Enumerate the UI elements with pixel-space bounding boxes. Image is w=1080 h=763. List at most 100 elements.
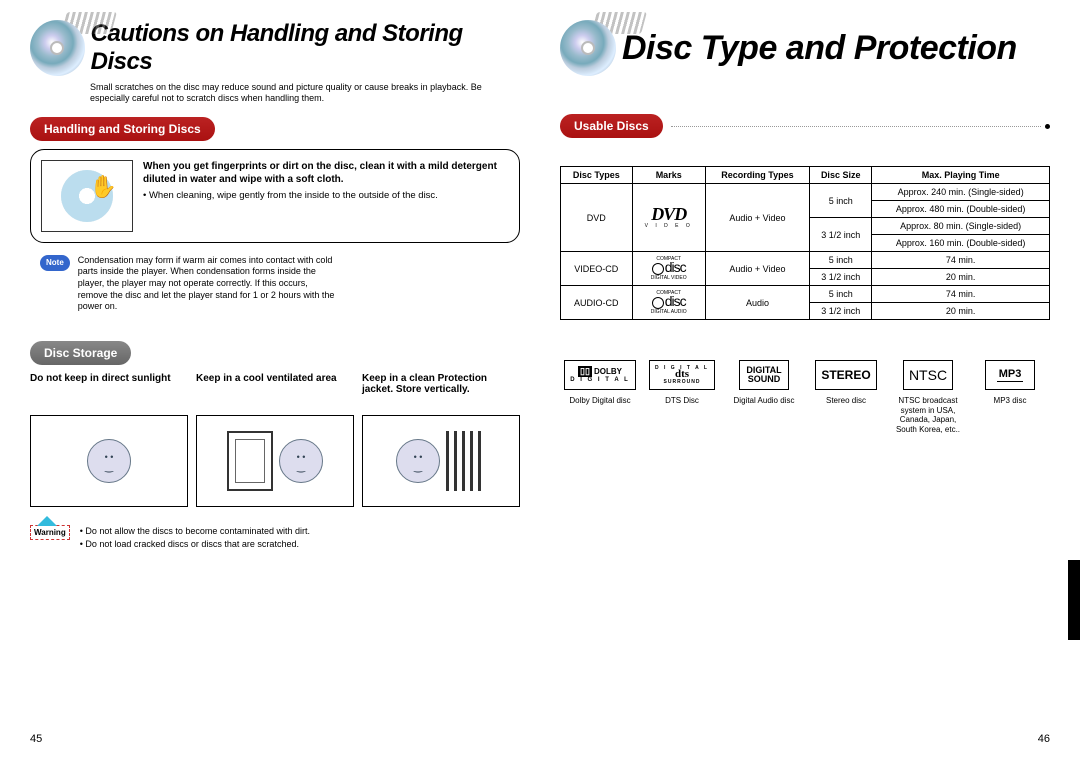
storage-fig-3 [362,415,520,507]
format-row: ▯▯DOLBYD I G I T A L Dolby Digital disc … [560,360,1050,434]
cell-size-acd-5: 5 inch [810,286,872,303]
format-ntsc: NTSC NTSC broadcast system in USA, Canad… [890,360,966,434]
format-dolby: ▯▯DOLBYD I G I T A L Dolby Digital disc [562,360,638,434]
cell-time-acd-3: 20 min. [872,303,1050,320]
warning-badge: Warning [30,525,70,540]
storage-label-2: Keep in a cool ventilated area [196,373,354,411]
note-badge: Note [40,255,70,271]
th-size: Disc Size [810,167,872,184]
format-label-ntsc: NTSC broadcast system in USA, Canada, Ja… [890,396,966,434]
format-label-digsound: Digital Audio disc [734,396,795,406]
mp3-badge: MP3 [985,360,1035,390]
ntsc-badge: NTSC [903,360,953,390]
cell-mark-acd: COMPACT disc DIGITAL AUDIO [632,286,705,320]
cell-rec-acd: Audio [705,286,809,320]
cell-mark-dvd: DVD V I D E O [632,184,705,252]
stereo-badge: STEREO [815,360,876,390]
note-text: Condensation may form if warm air comes … [78,255,338,313]
cell-rec-vcd: Audio + Video [705,252,809,286]
handling-box: When you get fingerprints or dirt on the… [30,149,520,243]
warning-item-2: • Do not load cracked discs or discs tha… [80,538,310,551]
cell-time-dvd-5b: Approx. 480 min. (Double-sided) [872,201,1050,218]
thumb-index-tab [1068,560,1080,640]
dolby-badge: ▯▯DOLBYD I G I T A L [564,360,636,390]
storage-label-1: Do not keep in direct sunlight [30,373,188,411]
warning-item-1: • Do not allow the discs to become conta… [80,525,310,538]
page-title-right: Disc Type and Protection [622,29,1017,68]
cd-logo-video: COMPACT disc DIGITAL VIDEO [651,256,687,280]
header-right: Disc Type and Protection [560,20,1050,76]
page-right: Disc Type and Protection Usable Discs Di… [540,0,1080,763]
section-handling-row: Handling and Storing Discs [30,117,520,141]
storage-cell-3: Keep in a clean Protection jacket. Store… [362,373,520,507]
warning-row: Warning • Do not allow the discs to beco… [30,525,520,550]
cell-size-vcd-3: 3 1/2 inch [810,269,872,286]
storage-grid: Do not keep in direct sunlight Keep in a… [30,373,520,507]
cell-time-acd-5: 74 min. [872,286,1050,303]
th-rec: Recording Types [705,167,809,184]
table-row: AUDIO-CD COMPACT disc DIGITAL AUDIO Audi… [561,286,1050,303]
section-storage-heading: Disc Storage [30,341,131,365]
section-usable-heading: Usable Discs [560,114,663,138]
note-row: Note Condensation may form if warm air c… [40,255,520,313]
section-storage-row: Disc Storage [30,341,520,365]
disc-icon [30,20,85,76]
cell-type-dvd: DVD [561,184,633,252]
dot-terminator [1045,124,1050,129]
cell-size-dvd-5: 5 inch [810,184,872,218]
cell-type-vcd: VIDEO-CD [561,252,633,286]
cell-time-vcd-5: 74 min. [872,252,1050,269]
format-label-dolby: Dolby Digital disc [569,396,630,406]
disc-icon-r [560,20,616,76]
digital-sound-badge: DIGITALSOUND [739,360,789,390]
dts-badge: D I G I T A LdtsSURROUND [649,360,715,390]
table-row: VIDEO-CD COMPACT disc DIGITAL VIDEO Audi… [561,252,1050,269]
dvd-logo: DVD [637,206,701,222]
cell-mark-vcd: COMPACT disc DIGITAL VIDEO [632,252,705,286]
handling-bold: When you get fingerprints or dirt on the… [143,161,497,185]
cell-rec-dvd: Audio + Video [705,184,809,252]
cleaning-illustration [41,160,133,232]
storage-fig-2 [196,415,354,507]
cell-size-acd-3: 3 1/2 inch [810,303,872,320]
cell-type-acd: AUDIO-CD [561,286,633,320]
cell-size-dvd-3: 3 1/2 inch [810,218,872,252]
cell-time-vcd-3: 20 min. [872,269,1050,286]
disc-table: Disc Types Marks Recording Types Disc Si… [560,166,1050,320]
storage-cell-2: Keep in a cool ventilated area [196,373,354,507]
handling-bullet: • When cleaning, wipe gently from the in… [143,190,509,202]
section-handling-heading: Handling and Storing Discs [30,117,215,141]
page-number-left: 45 [30,733,42,745]
warning-list: • Do not allow the discs to become conta… [80,525,310,550]
storage-cell-1: Do not keep in direct sunlight [30,373,188,507]
cell-time-dvd-3a: Approx. 80 min. (Single-sided) [872,218,1050,235]
page-title-left: Cautions on Handling and Storing Discs [91,20,520,76]
page-spread: Cautions on Handling and Storing Discs S… [0,0,1080,763]
header-left: Cautions on Handling and Storing Discs [30,20,520,76]
th-types: Disc Types [561,167,633,184]
cell-size-vcd-5: 5 inch [810,252,872,269]
format-label-dts: DTS Disc [665,396,699,406]
dotted-rule [671,126,1041,127]
format-stereo: STEREO Stereo disc [808,360,884,434]
cd-logo-audio: COMPACT disc DIGITAL AUDIO [651,290,687,314]
cell-time-dvd-5a: Approx. 240 min. (Single-sided) [872,184,1050,201]
th-marks: Marks [632,167,705,184]
format-label-stereo: Stereo disc [826,396,866,406]
format-dts: D I G I T A LdtsSURROUND DTS Disc [644,360,720,434]
handling-text: When you get fingerprints or dirt on the… [143,160,509,232]
storage-fig-1 [30,415,188,507]
storage-label-3: Keep in a clean Protection jacket. Store… [362,373,520,411]
format-mp3: MP3 MP3 disc [972,360,1048,434]
table-header-row: Disc Types Marks Recording Types Disc Si… [561,167,1050,184]
intro-text: Small scratches on the disc may reduce s… [90,82,520,105]
page-left: Cautions on Handling and Storing Discs S… [0,0,540,763]
th-time: Max. Playing Time [872,167,1050,184]
section-usable-row: Usable Discs [560,114,1050,138]
format-label-mp3: MP3 disc [994,396,1027,406]
th-rec-text: Recording Types [721,170,793,180]
cell-time-dvd-3b: Approx. 160 min. (Double-sided) [872,235,1050,252]
page-number-right: 46 [1038,733,1050,745]
dvd-logo-sub: V I D E O [637,223,701,229]
table-row: DVD DVD V I D E O Audio + Video 5 inch A… [561,184,1050,201]
